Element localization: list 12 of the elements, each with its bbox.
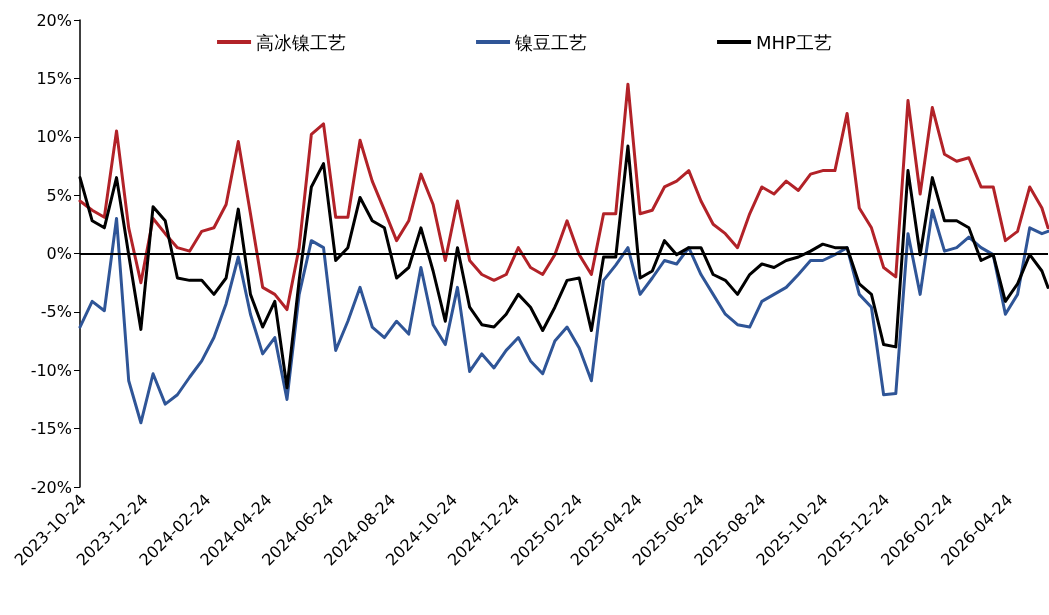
y-tick-label: 15% xyxy=(36,68,72,88)
y-tick-label: 20% xyxy=(36,10,72,30)
y-tick-label: 10% xyxy=(36,127,72,147)
y-tick-label: -15% xyxy=(30,419,72,439)
legend-label: 高冰镍工艺 xyxy=(256,31,347,53)
y-tick-label: -10% xyxy=(30,360,72,380)
y-tick-label: -5% xyxy=(40,302,72,322)
y-tick-label: 5% xyxy=(46,185,72,205)
legend-label: 镍豆工艺 xyxy=(514,31,588,53)
y-tick-label: 0% xyxy=(46,244,72,263)
y-tick-label: -20% xyxy=(30,477,72,497)
legend-label: MHP工艺 xyxy=(756,31,832,53)
